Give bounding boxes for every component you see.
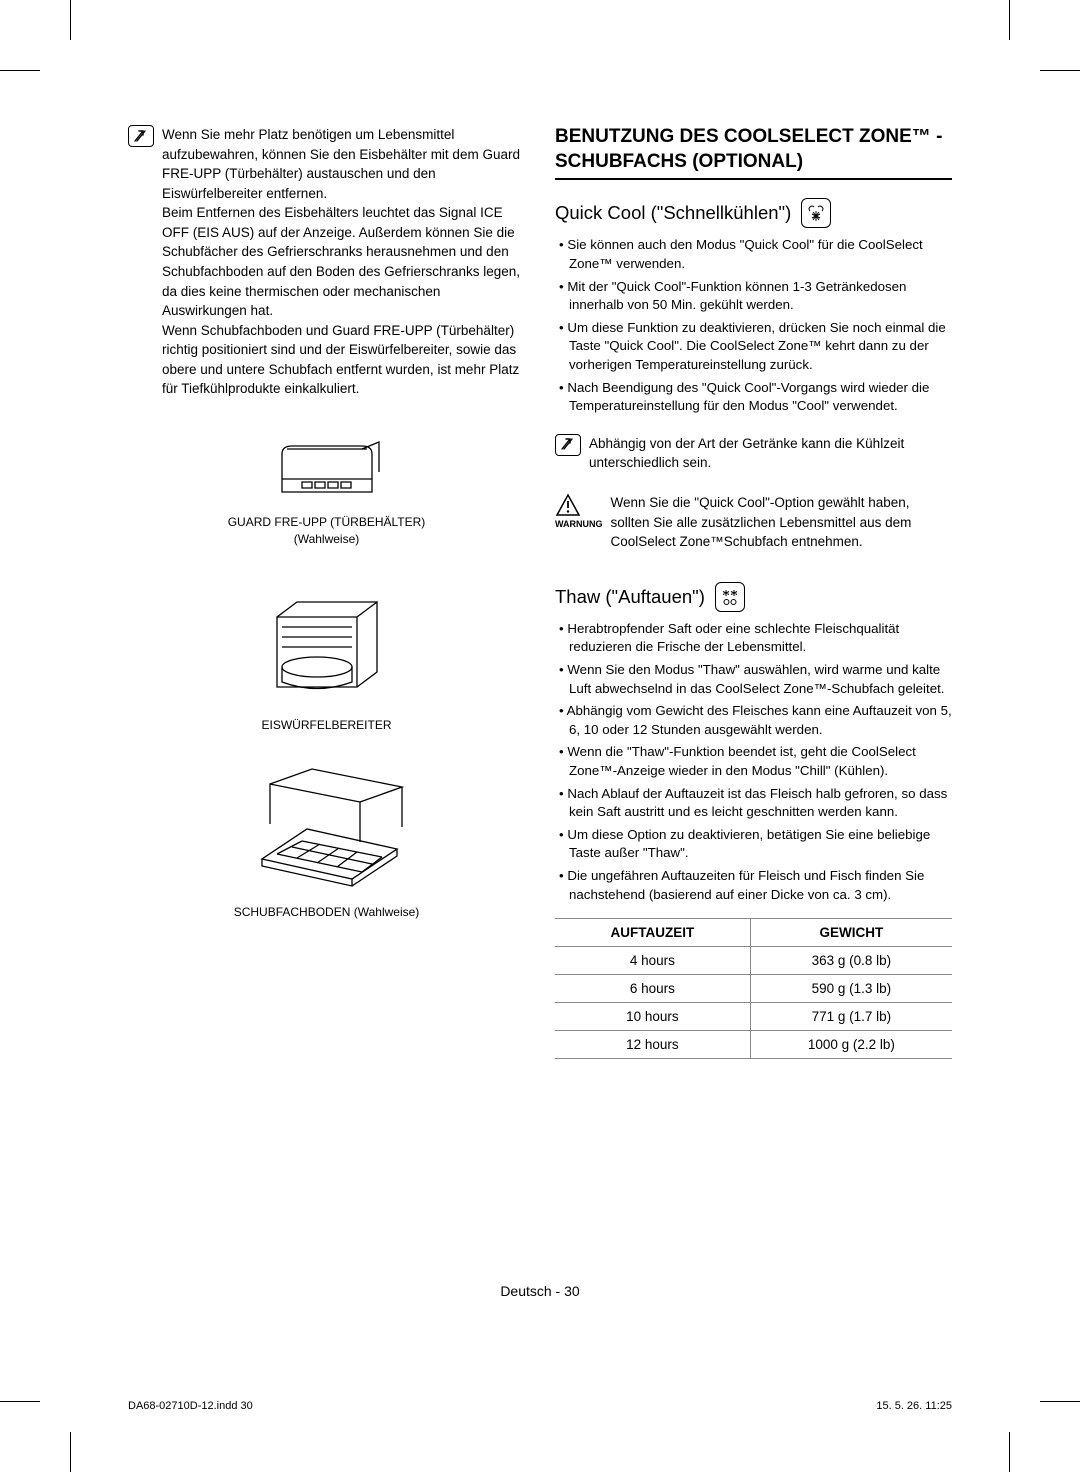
left-column: Wenn Sie mehr Platz benötigen um Lebensm… (128, 125, 525, 1059)
bullet-item: Um diese Funktion zu deaktivieren, drück… (559, 319, 952, 375)
figure-icemaker: EISWÜRFELBEREITER (128, 577, 525, 734)
thaw-heading-row: Thaw ("Auftauen") (555, 582, 952, 612)
quickcool-heading: Quick Cool ("Schnellkühlen") (555, 202, 791, 224)
bullet-item: Nach Beendigung des "Quick Cool"-Vorgang… (559, 379, 952, 416)
table-header: AUFTAUZEIT (555, 919, 750, 947)
table-row: 4 hours363 g (0.8 lb) (555, 947, 952, 975)
table-cell: 6 hours (555, 975, 750, 1003)
note-text: Wenn Sie mehr Platz benötigen um Lebensm… (162, 125, 525, 399)
right-column: BENUTZUNG DES COOLSELECT ZONE™ -SCHUBFAC… (555, 125, 952, 1059)
bullet-item: Mit der "Quick Cool"-Funktion können 1-3… (559, 278, 952, 315)
note-icon (555, 434, 581, 456)
table-cell: 771 g (1.7 lb) (750, 1003, 952, 1031)
thaw-heading: Thaw ("Auftauen") (555, 586, 705, 608)
bullet-item: Wenn Sie den Modus "Thaw" auswählen, wir… (559, 661, 952, 698)
bullet-item: Nach Ablauf der Auftauzeit ist das Fleis… (559, 785, 952, 822)
note-block: Abhängig von der Art der Getränke kann d… (555, 434, 952, 473)
section-heading: BENUTZUNG DES COOLSELECT ZONE™ -SCHUBFAC… (555, 125, 952, 180)
figure-guard-fre-upp: GUARD FRE-UPP (TÜRBEHÄLTER) (Wahlweise) (128, 424, 525, 548)
bullet-item: Sie können auch den Modus "Quick Cool" f… (559, 236, 952, 273)
bullet-item: Um diese Option zu deaktivieren, betätig… (559, 826, 952, 863)
note-text: Abhängig von der Art der Getränke kann d… (589, 434, 952, 473)
table-cell: 4 hours (555, 947, 750, 975)
note-icon (128, 125, 154, 147)
figure-caption: GUARD FRE-UPP (TÜRBEHÄLTER) (Wahlweise) (128, 514, 525, 548)
table-row: 12 hours1000 g (2.2 lb) (555, 1031, 952, 1059)
thaw-icon (715, 582, 745, 612)
footer-filename: DA68-02710D-12.indd 30 (128, 1400, 253, 1412)
thaw-bullets: Herabtropfender Saft oder eine schlechte… (555, 620, 952, 905)
bullet-item: Abhängig vom Gewicht des Fleisches kann … (559, 702, 952, 739)
figure-caption: SCHUBFACHBODEN (Wahlweise) (128, 904, 525, 921)
footer-timestamp: 15. 5. 26. 11:25 (876, 1400, 952, 1412)
table-row: 10 hours771 g (1.7 lb) (555, 1003, 952, 1031)
warning-block: WARNUNG Wenn Sie die "Quick Cool"-Option… (555, 493, 952, 552)
quickcool-heading-row: Quick Cool ("Schnellkühlen") (555, 198, 952, 228)
table-cell: 590 g (1.3 lb) (750, 975, 952, 1003)
bullet-item: Die ungefähren Auftauzeiten für Fleisch … (559, 867, 952, 904)
table-row: 6 hours590 g (1.3 lb) (555, 975, 952, 1003)
quickcool-icon (801, 198, 831, 228)
quickcool-bullets: Sie können auch den Modus "Quick Cool" f… (555, 236, 952, 415)
figure-drawer-base: SCHUBFACHBODEN (Wahlweise) (128, 764, 525, 921)
note-block: Wenn Sie mehr Platz benötigen um Lebensm… (128, 125, 525, 399)
warning-label: WARNUNG (555, 519, 603, 529)
warning-text: Wenn Sie die "Quick Cool"-Option gewählt… (611, 493, 953, 552)
bullet-item: Herabtropfender Saft oder eine schlechte… (559, 620, 952, 657)
table-cell: 10 hours (555, 1003, 750, 1031)
figure-caption: EISWÜRFELBEREITER (128, 717, 525, 734)
table-cell: 1000 g (2.2 lb) (750, 1031, 952, 1059)
warning-icon (555, 493, 581, 517)
thaw-table: AUFTAUZEITGEWICHT 4 hours363 g (0.8 lb)6… (555, 918, 952, 1059)
table-cell: 363 g (0.8 lb) (750, 947, 952, 975)
page-footer: Deutsch - 30 (128, 1283, 952, 1299)
table-cell: 12 hours (555, 1031, 750, 1059)
bullet-item: Wenn die "Thaw"-Funktion beendet ist, ge… (559, 743, 952, 780)
table-header: GEWICHT (750, 919, 952, 947)
